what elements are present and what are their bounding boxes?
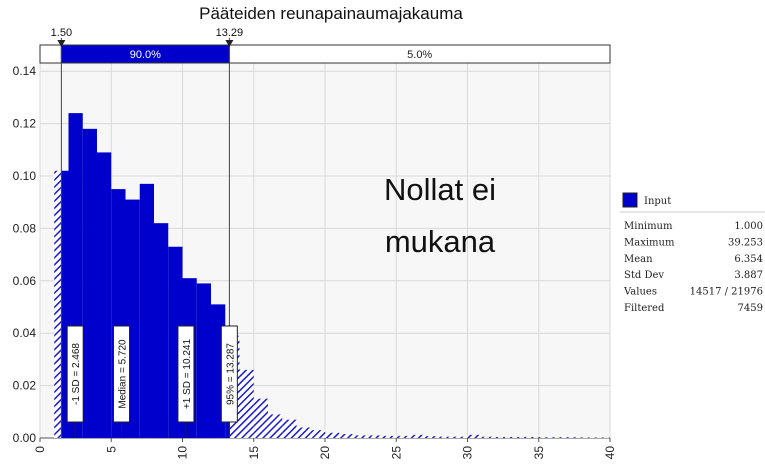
y-tick-label: 0.08	[13, 221, 37, 235]
histogram-bar	[196, 283, 211, 438]
histogram-bar	[82, 128, 97, 438]
x-tick-label: 25	[389, 446, 403, 460]
stat-marker: -1 SD = 2.468	[66, 325, 84, 438]
y-tick-label: 0.12	[13, 117, 37, 131]
y-tick-label: 0.04	[13, 326, 37, 340]
band-left-segment	[39, 44, 62, 64]
stat-value: 14517 / 21976	[690, 287, 763, 298]
stat-marker: Median = 5.720	[113, 325, 131, 438]
right-delimiter-value: 13.29	[216, 27, 244, 39]
stat-marker-label: Median = 5.720	[118, 339, 129, 409]
x-tick-label: 15	[247, 446, 261, 460]
stats-table: Minimum 1.000 Maximum 39.253 Mean 6.354 Std De…	[623, 221, 763, 314]
histogram-bar	[453, 436, 468, 438]
histogram-bar	[239, 369, 254, 438]
y-tick-label: 0.06	[13, 274, 37, 288]
histogram-bar	[310, 430, 325, 438]
annotation-line-2: mukana	[385, 224, 496, 259]
histogram-bar	[595, 437, 610, 438]
histogram-bar	[54, 170, 62, 438]
x-tick-label: 5	[104, 446, 118, 453]
stat-marker-label: +1 SD = 10.241	[182, 339, 193, 409]
histogram-bar	[481, 436, 496, 438]
annotation-line-1: Nollat ei	[384, 172, 496, 207]
histogram-bar	[367, 435, 382, 438]
delimiters[interactable]: 1.50 13.29	[51, 27, 243, 438]
x-tick-label: 10	[176, 446, 190, 460]
stat-label: Std Dev	[624, 270, 664, 281]
x-tick-label: 20	[318, 446, 332, 460]
x-tick-label: 35	[532, 446, 546, 460]
stat-value: 3.887	[734, 270, 763, 281]
histogram-bar	[154, 223, 169, 438]
histogram-bar	[325, 432, 340, 438]
stat-value: 7459	[738, 303, 763, 314]
histogram-bar	[396, 435, 411, 438]
histogram-bar	[424, 436, 439, 438]
x-tick-label: 40	[603, 446, 617, 460]
stat-marker: 95% = 13.287	[220, 325, 238, 438]
stat-value: 1.000	[734, 221, 763, 232]
stat-value: 6.354	[734, 254, 763, 265]
histogram-bar	[467, 434, 482, 438]
histogram-bar	[524, 436, 539, 438]
stat-marker-label: -1 SD = 2.468	[71, 343, 82, 405]
stat-value: 39.253	[728, 237, 763, 248]
histogram-bar	[410, 434, 425, 438]
y-tick-label: 0.14	[13, 64, 37, 78]
y-tick-label: 0.10	[13, 169, 37, 183]
histogram-bar	[581, 437, 596, 438]
histogram-bar	[296, 427, 311, 438]
left-delimiter-handle-icon[interactable]	[57, 40, 66, 47]
stat-label: Filtered	[624, 303, 665, 314]
histogram-bar	[496, 436, 511, 438]
right-delimiter-handle-icon[interactable]	[225, 40, 234, 47]
stat-label: Minimum	[624, 221, 673, 232]
stat-marker-box	[66, 325, 84, 423]
y-tick-label: 0.00	[13, 431, 37, 445]
left-delimiter-value: 1.50	[51, 27, 72, 39]
histogram-bar	[97, 152, 112, 439]
histogram-bar	[510, 436, 525, 438]
histogram-bar	[567, 437, 582, 438]
y-axis: 0.00 0.02 0.04 0.06 0.08 0.10 0.12 0.14	[13, 64, 37, 445]
band-middle-label: 90.0%	[130, 49, 161, 61]
delimiter-band-bar[interactable]: 90.0% 5.0%	[39, 44, 611, 64]
histogram-bar	[339, 434, 354, 438]
y-tick-label: 0.02	[13, 379, 37, 393]
histogram-bar	[353, 435, 368, 438]
legend-series-label: Input	[644, 196, 671, 207]
histogram-bar	[553, 437, 568, 438]
band-right-label: 5.0%	[407, 49, 432, 61]
histogram-bar	[139, 183, 154, 438]
stat-label: Mean	[624, 254, 653, 265]
histogram-bar	[268, 414, 283, 438]
stat-label: Values	[623, 287, 657, 298]
histogram-bar	[382, 435, 397, 438]
histogram-bar	[538, 437, 553, 438]
stat-marker-box	[113, 325, 131, 423]
stat-label: Maximum	[624, 237, 675, 248]
histogram-bar	[61, 170, 69, 438]
stat-marker-label: 95% = 13.287	[225, 343, 236, 405]
x-axis: 0 5 10 15 20 25 30 35 40	[33, 437, 617, 460]
stat-marker-box	[220, 325, 238, 423]
histogram-bar	[439, 436, 454, 438]
legend-panel: Input Minimum 1.000 Maximum 39.253 Mean 6.354…	[620, 192, 765, 314]
histogram-bar	[282, 419, 297, 438]
x-tick-label: 0	[33, 446, 47, 453]
histogram-bar	[253, 398, 268, 438]
stat-marker: +1 SD = 10.241	[177, 325, 195, 438]
x-tick-label: 30	[461, 446, 475, 460]
stat-marker-box	[177, 325, 195, 423]
legend-swatch	[622, 192, 638, 208]
stat-markers: -1 SD = 2.468 Median = 5.720 +1 SD = 10.24…	[66, 325, 238, 438]
chart-title: Pääteiden reunapainaumajakauma	[199, 4, 463, 23]
